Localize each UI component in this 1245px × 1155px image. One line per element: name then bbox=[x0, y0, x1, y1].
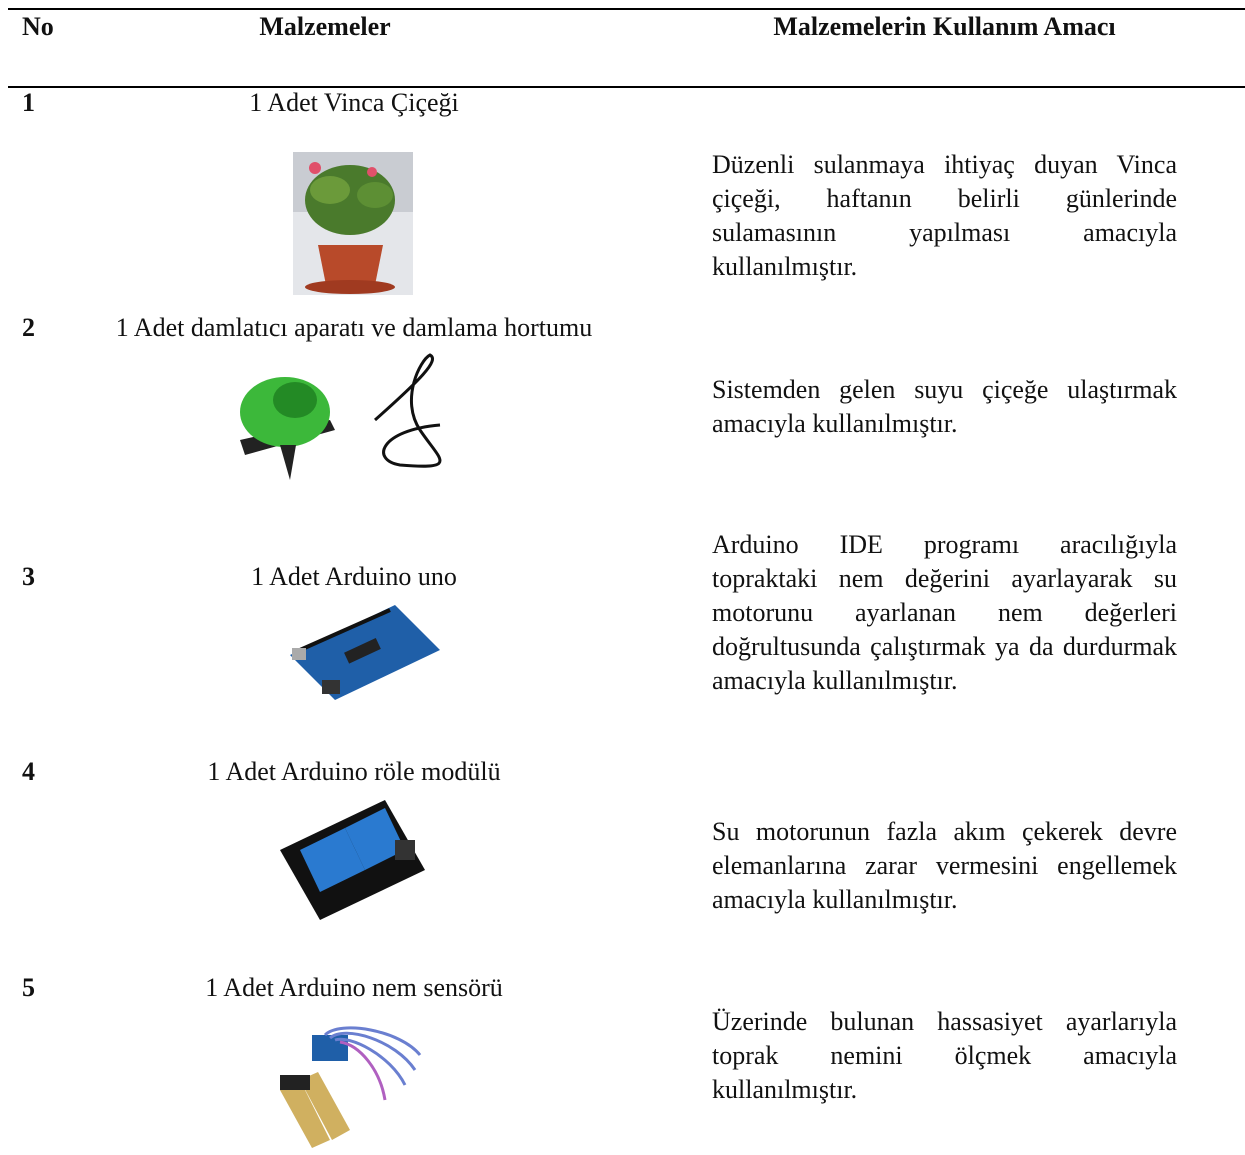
top-rule bbox=[8, 8, 1245, 10]
row-no: 3 bbox=[22, 562, 35, 591]
dripper-image bbox=[240, 353, 442, 480]
row-no: 4 bbox=[22, 757, 35, 786]
row-no: 5 bbox=[22, 973, 35, 1002]
header-purpose: Malzemelerin Kullanım Amacı bbox=[773, 12, 1116, 41]
purpose: Sistemden gelen suyu çiçeğe ulaştırmak a… bbox=[712, 375, 1177, 438]
arduino-uno-image bbox=[290, 605, 440, 700]
row-no: 1 bbox=[22, 88, 35, 117]
relay-module-image bbox=[280, 800, 425, 920]
purpose: Düzenli sulanmaya ihtiyaç duyan Vinca çi… bbox=[712, 150, 1177, 281]
header-materials: Malzemeler bbox=[259, 12, 391, 41]
header-rule bbox=[8, 86, 1245, 88]
material: 1 Adet Arduino uno bbox=[251, 562, 457, 591]
purpose: Su motorunun fazla akım çekerek devre el… bbox=[712, 817, 1177, 914]
plant-image bbox=[293, 152, 413, 295]
material: 1 Adet damlatıcı aparatı ve damlama hort… bbox=[115, 313, 593, 342]
material: 1 Adet Arduino röle modülü bbox=[207, 757, 501, 786]
header-no: No bbox=[22, 12, 54, 41]
material: 1 Adet Vinca Çiçeği bbox=[249, 88, 459, 117]
row-no: 2 bbox=[22, 313, 35, 342]
purpose: Üzerinde bulunan hassasiyet ayarlarıyla … bbox=[712, 1007, 1177, 1104]
moisture-sensor-image bbox=[280, 1026, 422, 1148]
material: 1 Adet Arduino nem sensörü bbox=[205, 973, 503, 1002]
purpose: Arduino IDE programı aracılığıyla toprak… bbox=[712, 530, 1177, 695]
